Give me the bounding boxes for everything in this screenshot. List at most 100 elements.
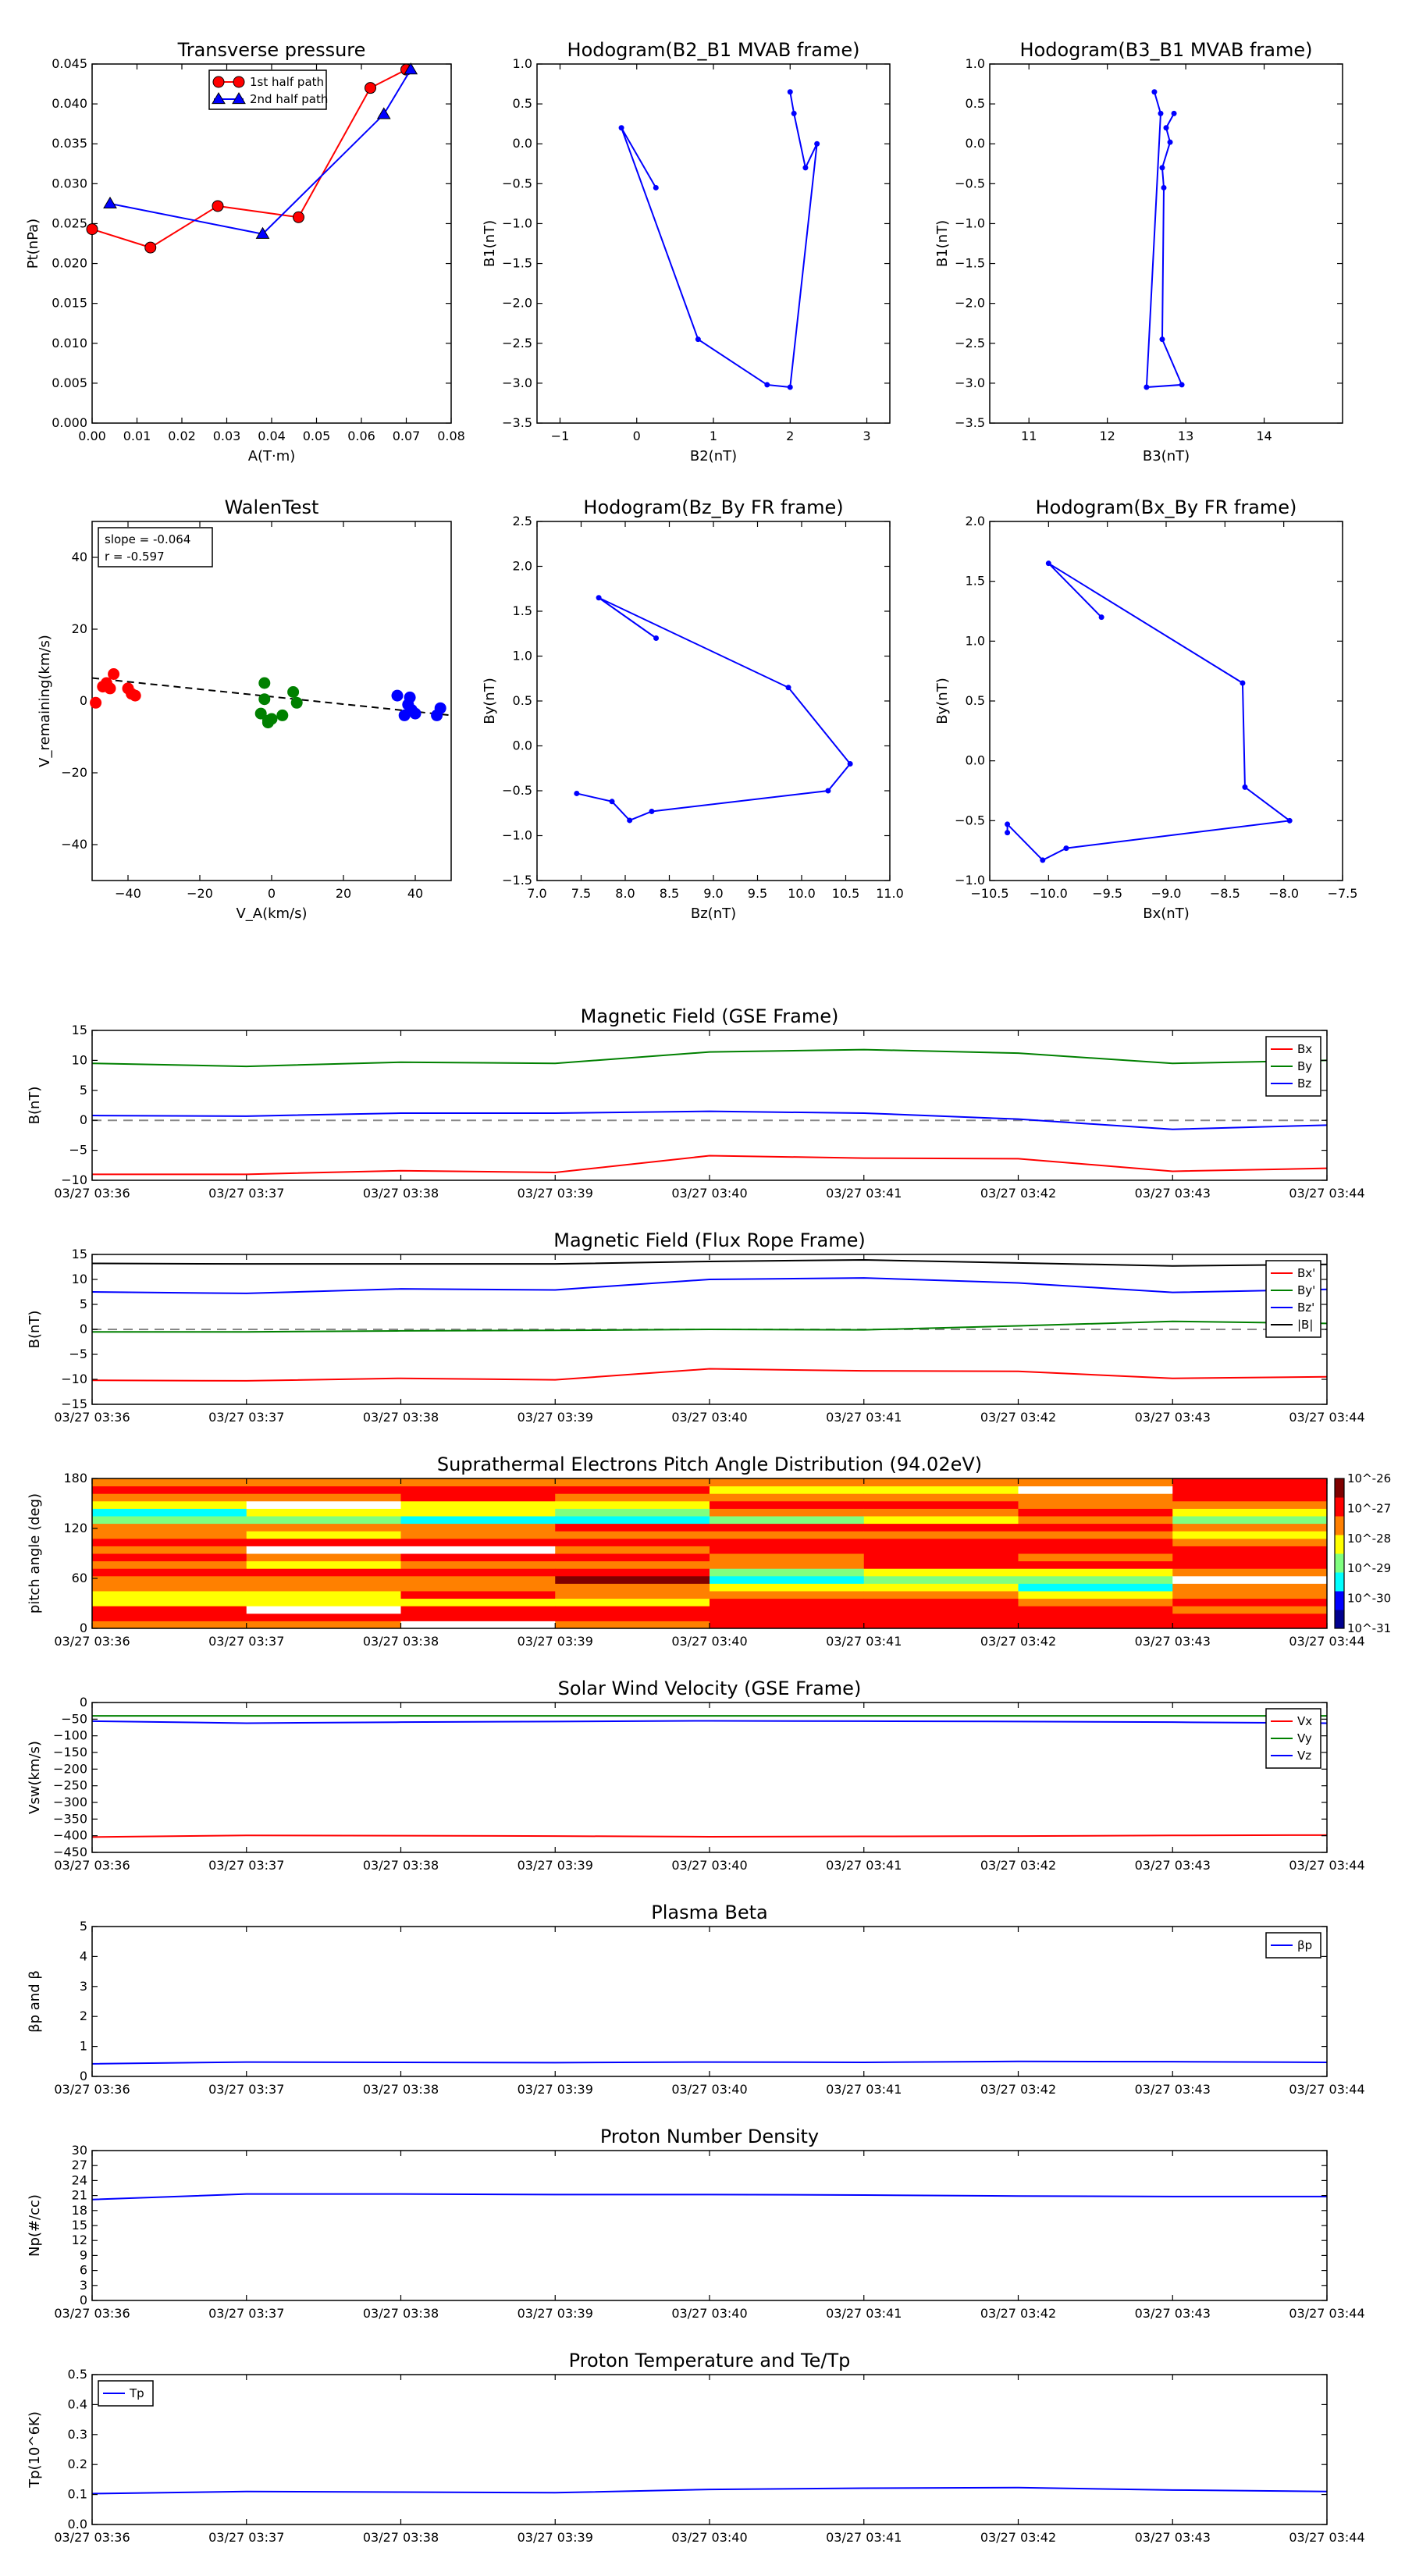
chart-hodogram-b2-b1: Hodogram(B2_B1 MVAB frame) −1 0 1 2 3 −3.5 −3.0… <box>482 39 891 464</box>
x-tick-label: 03/27 03:42 <box>980 2082 1056 2097</box>
y-tick-label: 0.2 <box>68 2457 87 2471</box>
heatmap-cell <box>710 1516 865 1525</box>
x-tick-label: 11 <box>1021 429 1037 443</box>
x-tick-label: 7.0 <box>527 886 546 901</box>
data-point <box>104 682 116 695</box>
data-point <box>287 686 300 698</box>
heatmap-cell <box>1172 1560 1328 1569</box>
chart-tp: Proton Temperature and Te/Tp 0.0 0.1 0.2 0.3… <box>27 2350 1365 2545</box>
x-tick-label: 03/27 03:42 <box>980 1410 1056 1425</box>
x-tick-label: 03/27 03:38 <box>363 1634 439 1649</box>
x-tick-label: 03/27 03:36 <box>54 1634 130 1649</box>
heatmap-cell <box>863 1606 1019 1614</box>
heatmap-cell <box>400 1568 556 1577</box>
legend-label: 1st half path <box>250 75 324 89</box>
y-tick-label: 0.5 <box>966 96 985 111</box>
heatmap-cell <box>400 1531 556 1539</box>
y-tick-label: −5 <box>69 1143 87 1158</box>
data-point <box>1161 184 1167 190</box>
heatmap-cell <box>246 1485 401 1494</box>
x-tick-label: −10.5 <box>970 886 1008 901</box>
chart-title: Suprathermal Electrons Pitch Angle Distr… <box>437 1453 982 1475</box>
series-0 <box>1005 560 1293 863</box>
series-line <box>576 596 852 822</box>
heatmap-cell <box>246 1613 401 1621</box>
y-tick-label: −2.5 <box>955 336 985 350</box>
x-tick-label: 03/27 03:40 <box>671 1410 747 1425</box>
heatmap-cell <box>1018 1575 1173 1584</box>
y-tick-label: 0 <box>80 1112 87 1127</box>
heatmap-cell <box>400 1591 556 1599</box>
legend-marker <box>212 76 225 88</box>
data-point <box>1159 165 1165 171</box>
x-axis-label: Bz(nT) <box>691 906 736 922</box>
heatmap-cell <box>710 1560 865 1569</box>
legend-label: 2nd half path <box>250 92 328 106</box>
y-axis-label: pitch angle (deg) <box>27 1493 43 1614</box>
legend-marker <box>212 92 226 105</box>
x-tick-label: 03/27 03:37 <box>208 2530 284 2545</box>
y-tick-label: 0 <box>80 1695 87 1710</box>
x-tick-label: 03/27 03:44 <box>1289 1186 1364 1201</box>
heatmap-cell <box>863 1523 1019 1532</box>
heatmap-cell <box>710 1568 865 1577</box>
data-point <box>255 226 270 239</box>
y-axis-label: By(nT) <box>934 678 951 724</box>
heatmap-cell <box>92 1621 247 1629</box>
x-tick-label: 03/27 03:37 <box>208 1410 284 1425</box>
heatmap-cell <box>246 1606 401 1614</box>
data-point <box>649 808 655 814</box>
heatmap-cell <box>1018 1553 1173 1562</box>
series-0 <box>90 668 141 709</box>
heatmap-cell <box>400 1493 556 1502</box>
x-tick-label: 03/27 03:38 <box>363 2082 439 2097</box>
x-tick-label: 03/27 03:39 <box>518 1410 593 1425</box>
heatmap-cell <box>92 1516 247 1525</box>
x-tick-label: 03/27 03:41 <box>826 2306 902 2321</box>
series-1 <box>103 62 418 239</box>
y-tick-label: −2.0 <box>955 296 985 311</box>
y-tick-label: −3.0 <box>502 375 532 390</box>
heatmap-cell <box>92 1500 247 1509</box>
heatmap-cell <box>710 1500 865 1509</box>
x-tick-label: 03/27 03:41 <box>826 1186 902 1201</box>
series-line-Bz' <box>91 1277 1328 1294</box>
data-point <box>376 107 391 119</box>
heatmap-cell <box>863 1500 1019 1509</box>
heatmap-cell <box>1172 1591 1328 1599</box>
x-tick-label: 03/27 03:43 <box>1135 2306 1211 2321</box>
heatmap-cell <box>92 1493 247 1502</box>
heatmap-cell <box>1018 1606 1173 1614</box>
heatmap-cell <box>863 1553 1019 1562</box>
data-point <box>802 165 809 171</box>
heatmap-cell <box>92 1591 247 1599</box>
series-line-Vx <box>91 1834 1328 1838</box>
chart-mag-fr: Magnetic Field (Flux Rope Frame) −15 −10 −5… <box>27 1229 1365 1425</box>
heatmap-cell <box>710 1508 865 1517</box>
y-tick-label: 20 <box>72 621 87 636</box>
y-tick-label: −10 <box>61 1172 87 1187</box>
y-tick-label: −3.0 <box>955 375 985 390</box>
heatmap-cell <box>863 1493 1019 1502</box>
heatmap-cell <box>1172 1478 1328 1487</box>
y-tick-label: 1.0 <box>966 56 985 71</box>
x-tick-label: −8.5 <box>1210 886 1240 901</box>
x-tick-label: 03/27 03:39 <box>518 2306 593 2321</box>
heatmap-cell <box>400 1478 556 1487</box>
x-tick-label: 0 <box>268 886 276 901</box>
data-point <box>391 689 404 702</box>
x-tick-label: 03/27 03:44 <box>1289 1410 1364 1425</box>
chart-title: Proton Temperature and Te/Tp <box>569 2350 851 2371</box>
legend-label: Bx <box>1297 1042 1312 1056</box>
y-tick-label: −2.5 <box>502 336 532 350</box>
chart-title: Solar Wind Velocity (GSE Frame) <box>558 1678 862 1699</box>
legend <box>208 69 327 110</box>
x-tick-label: 1 <box>710 429 717 443</box>
heatmap-cell <box>92 1485 247 1494</box>
x-tick-label: 03/27 03:40 <box>671 1634 747 1649</box>
x-tick-label: 03/27 03:37 <box>208 2306 284 2321</box>
data-point <box>1158 110 1164 116</box>
heatmap-cell <box>1018 1493 1173 1502</box>
